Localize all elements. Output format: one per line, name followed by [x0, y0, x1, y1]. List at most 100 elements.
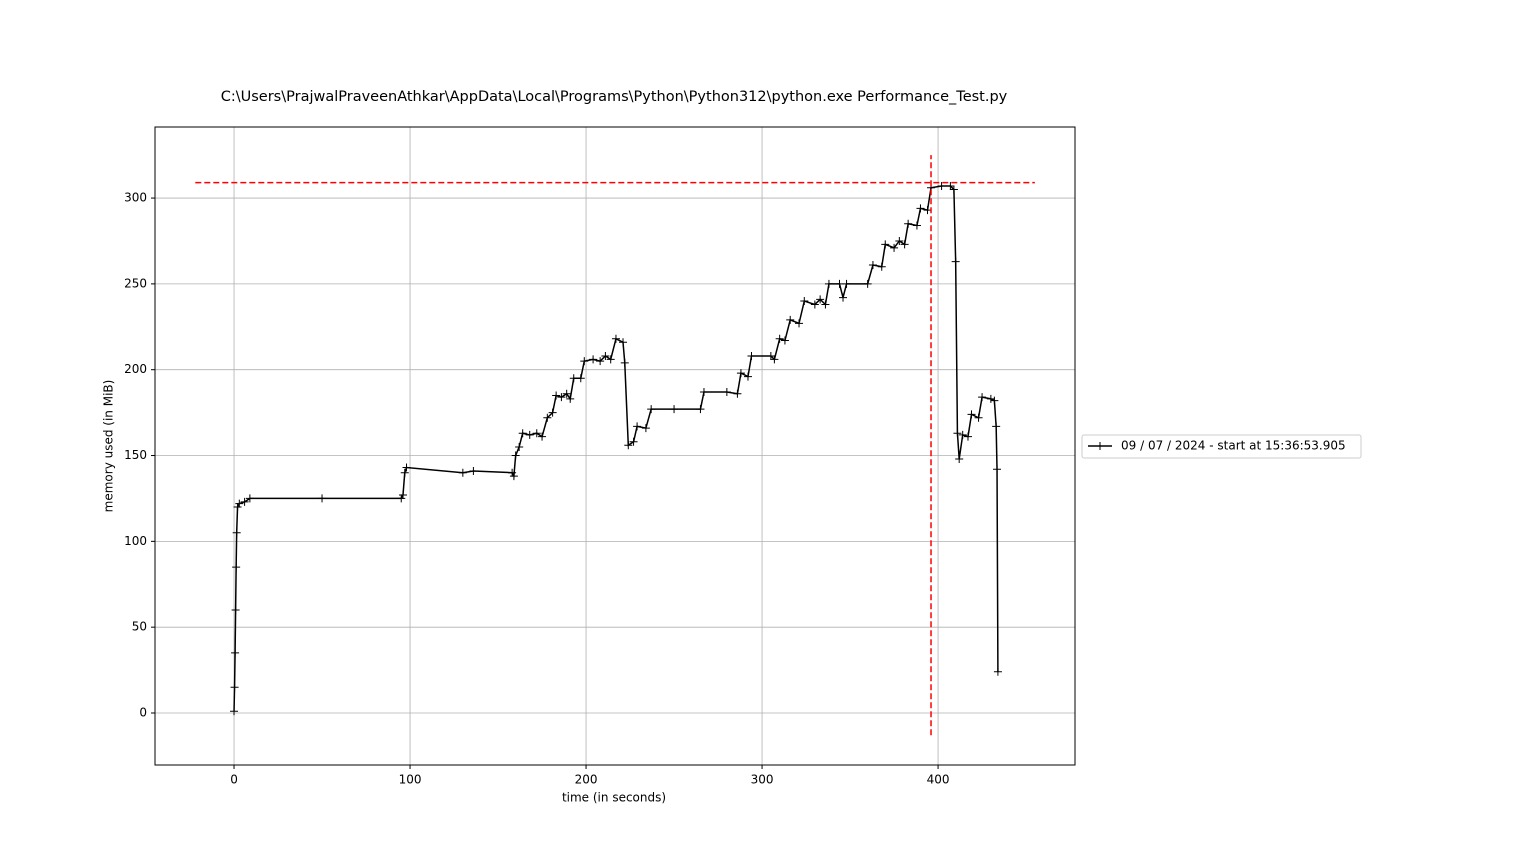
point-marker [916, 204, 925, 213]
point-marker [552, 391, 561, 400]
point-marker [641, 424, 650, 433]
point-marker [670, 405, 679, 414]
point-marker [629, 437, 638, 446]
y-tick-label: 100 [124, 534, 147, 548]
point-marker [589, 355, 598, 364]
point-marker [770, 355, 779, 364]
point-marker [601, 351, 610, 360]
point-marker [800, 297, 809, 306]
point-marker [953, 429, 962, 438]
point-marker [993, 465, 1002, 474]
y-tick-label: 300 [124, 191, 147, 205]
point-marker [398, 491, 407, 500]
x-tick-label: 100 [399, 773, 422, 787]
point-marker [576, 374, 585, 383]
point-marker [951, 257, 960, 266]
point-marker [699, 388, 708, 397]
point-marker [993, 667, 1002, 676]
plot-frame [154, 126, 1076, 766]
point-marker [810, 300, 819, 309]
point-marker [766, 351, 775, 360]
point-marker [509, 472, 518, 481]
point-marker [816, 295, 825, 304]
point-marker [518, 429, 527, 438]
point-marker [900, 240, 909, 249]
point-marker [992, 422, 1001, 431]
point-marker [795, 319, 804, 328]
point-marker [863, 279, 872, 288]
y-axis-label: memory used (in MiB) [102, 380, 116, 513]
point-marker [231, 648, 240, 657]
point-marker [868, 261, 877, 270]
point-marker [736, 369, 745, 378]
point-marker [890, 243, 899, 252]
point-marker [508, 468, 517, 477]
point-marker [978, 393, 987, 402]
point-marker [515, 442, 524, 451]
point-marker [511, 451, 520, 460]
point-marker [566, 394, 575, 403]
point-marker [733, 389, 742, 398]
point-marker [963, 432, 972, 441]
legend-marker [1096, 442, 1104, 450]
point-marker [400, 468, 409, 477]
x-tick-label: 300 [751, 773, 774, 787]
point-marker [835, 279, 844, 288]
point-marker [633, 422, 642, 431]
y-tick-label: 250 [124, 276, 147, 290]
point-marker [912, 221, 921, 230]
point-marker [824, 279, 833, 288]
point-marker [562, 389, 571, 398]
point-marker [747, 351, 756, 360]
point-marker [538, 432, 547, 441]
y-tick-label: 200 [124, 362, 147, 376]
point-marker [949, 185, 958, 194]
point-marker [611, 334, 620, 343]
y-tick-label: 0 [139, 705, 147, 719]
point-marker [946, 182, 955, 191]
point-marker [821, 300, 830, 309]
point-marker [543, 413, 552, 422]
point-marker [397, 494, 406, 503]
point-marker [230, 707, 239, 716]
point-marker [839, 293, 848, 302]
point-marker [877, 262, 886, 271]
point-marker [619, 338, 628, 347]
x-axis-label: time (in seconds) [562, 791, 666, 805]
point-marker [469, 466, 478, 475]
point-marker [232, 563, 241, 572]
point-marker [318, 494, 327, 503]
point-marker [233, 503, 242, 512]
x-tick-label: 400 [927, 773, 950, 787]
point-marker [624, 441, 633, 450]
point-marker [569, 374, 578, 383]
point-marker [525, 430, 534, 439]
point-marker [895, 236, 904, 245]
x-tick-label: 200 [575, 773, 598, 787]
point-marker [596, 357, 605, 366]
point-marker [986, 394, 995, 403]
x-tick-label: 0 [230, 773, 238, 787]
point-marker [245, 494, 254, 503]
point-marker [743, 372, 752, 381]
point-marker [548, 408, 557, 417]
point-marker [458, 468, 467, 477]
point-marker [955, 454, 964, 463]
point-marker [937, 182, 946, 191]
point-marker [904, 219, 913, 228]
data-line [233, 185, 999, 712]
point-marker [235, 499, 244, 508]
point-marker [842, 279, 851, 288]
point-marker [881, 240, 890, 249]
point-marker [402, 463, 411, 472]
point-marker [775, 334, 784, 343]
y-tick-label: 50 [132, 620, 147, 634]
point-marker [580, 357, 589, 366]
legend-box [1081, 434, 1362, 459]
point-marker [974, 413, 983, 422]
point-marker [647, 405, 656, 414]
point-marker [722, 388, 731, 397]
point-marker [230, 683, 239, 692]
point-marker [696, 405, 705, 414]
